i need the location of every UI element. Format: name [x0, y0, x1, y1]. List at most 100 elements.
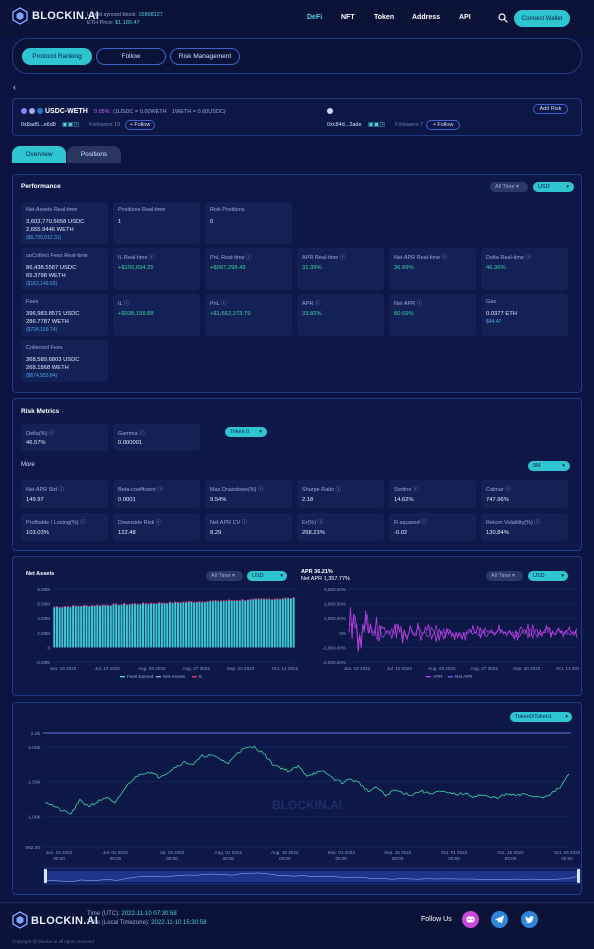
net-assets-bar — [93, 606, 96, 648]
nav-address[interactable]: Address — [412, 14, 441, 21]
metric-value: 33.82% — [302, 311, 322, 317]
tab-protocol-ranking[interactable]: Protocol Ranking — [22, 48, 92, 65]
period-dropdown[interactable]: 9M ▾ — [528, 461, 570, 471]
net-assets-bar — [220, 601, 222, 648]
x-tick-label: Jun. 22 2022 — [46, 850, 73, 855]
metric-label: APR ⓘ — [302, 301, 321, 307]
tab-risk-management[interactable]: Risk Management — [170, 48, 240, 65]
copy-icon[interactable]: ▣▣◳ — [368, 122, 386, 128]
add-risk-button[interactable]: Add Risk — [533, 104, 568, 114]
il-bar — [268, 598, 271, 600]
x-tick-label: Aug. 03 2022 — [428, 666, 456, 671]
y-tick-label: 562.30 — [25, 845, 40, 851]
token-dropdown[interactable]: Token 0 ▾ — [225, 427, 267, 437]
il-bar — [265, 598, 268, 600]
metric-usd-value: ($6,720,012.31) — [26, 235, 62, 241]
time-range-dropdown[interactable]: All Time ▾ — [490, 182, 528, 192]
twitter-icon[interactable] — [521, 911, 538, 928]
il-bar — [155, 603, 158, 605]
il-bar — [179, 602, 182, 604]
net-assets-bar — [53, 607, 56, 648]
il-bar — [209, 600, 212, 602]
y-tick-label: -1,000.00% — [323, 645, 347, 650]
search-icon[interactable] — [498, 13, 508, 23]
net-assets-bar — [69, 607, 72, 648]
tab-positions[interactable]: Positions — [67, 146, 121, 163]
il-bar — [93, 605, 96, 607]
metric-label: PnL ⓘ — [210, 301, 227, 307]
nav-api[interactable]: API — [459, 14, 471, 21]
tab-follow[interactable]: Follow — [96, 48, 166, 65]
il-bar — [233, 599, 236, 601]
il-bar — [236, 600, 239, 601]
net-assets-bar — [187, 601, 190, 648]
metric-card: PnL Real-time ⓘ +$997,298.49 — [205, 248, 292, 290]
left-unit-dropdown[interactable]: USD ▾ — [247, 571, 287, 581]
net-assets-bar — [193, 602, 196, 648]
tab-overview[interactable]: Overview — [12, 146, 66, 163]
connect-wallet-button[interactable]: Connect Wallet — [514, 10, 570, 27]
il-bar — [206, 600, 209, 602]
metric-value: 36.99% — [394, 265, 414, 271]
apr-line — [348, 607, 578, 652]
legend-swatch — [156, 676, 161, 678]
risk-metric-card: Net APR Std ⓘ 149.97 — [21, 480, 108, 508]
x-tick-time: 00:00 — [448, 856, 460, 861]
net-assets-bar — [139, 604, 142, 648]
copy-icon[interactable]: ▣▣◳ — [62, 122, 80, 128]
metric-value: +$997,298.49 — [210, 265, 246, 271]
net-assets-bar — [201, 602, 204, 648]
nav-nft[interactable]: NFT — [341, 14, 355, 21]
price-line — [44, 745, 570, 815]
risk-metrics-panel: Risk Metrics Delta(%) ⓘ 46.57% Gamma ⓘ 0… — [12, 398, 582, 551]
token-pair-dropdown[interactable]: Token0/Token1 ▾ — [510, 712, 572, 722]
metric-value: +$1,662,273.79 — [210, 311, 251, 317]
il-bar — [160, 602, 163, 604]
risk-metric-card: Calmar ⓘ 747.96% — [481, 480, 568, 508]
risk-metric-value: 9.54% — [210, 497, 227, 503]
net-assets-bar — [166, 603, 169, 648]
delta-card: Delta(%) ⓘ 46.57% — [21, 424, 108, 451]
net-assets-bar — [163, 603, 166, 648]
follow-button-1[interactable]: + Follow — [125, 120, 155, 130]
risk-metric-label: Sortino ⓘ — [394, 487, 419, 493]
logo[interactable]: BLOCKIN.AI — [12, 7, 99, 25]
net-assets-bar — [225, 601, 228, 648]
il-bar — [158, 602, 161, 604]
discord-icon[interactable] — [462, 911, 479, 928]
nav-defi[interactable]: DeFi — [307, 14, 323, 21]
telegram-icon[interactable] — [491, 911, 508, 928]
risk-metric-label: Beta-coefficient ⓘ — [118, 487, 163, 493]
net-assets-bar — [217, 601, 220, 648]
pair-address-2[interactable]: 0xc84d...2ade — [327, 122, 362, 128]
net-assets-bar — [236, 600, 239, 648]
il-bar — [96, 604, 99, 606]
dropdown-value: USD — [252, 573, 264, 579]
net-assets-bar — [115, 604, 118, 648]
nav-token[interactable]: Token — [374, 14, 395, 21]
metric-label: Collected Fees — [26, 345, 63, 351]
left-range-dropdown[interactable]: All Time ▾ — [206, 571, 243, 581]
metric-usd-value: $44.47 — [486, 319, 502, 325]
right-unit-dropdown[interactable]: USD ▾ — [528, 571, 568, 581]
pair-fee: 0.05% — [94, 109, 110, 115]
footer-logo-text: BLOCKIN.AI — [31, 915, 99, 927]
il-bar — [88, 605, 91, 607]
x-tick-time: 00:00 — [279, 856, 291, 861]
back-chevron-icon[interactable]: ‹ — [13, 82, 16, 92]
pair-address-1[interactable]: 0x8ad5...e6d8 — [21, 122, 56, 128]
il-bar — [147, 603, 150, 605]
net-assets-bar — [160, 603, 163, 648]
apr-title: APR 36.21% — [301, 569, 333, 575]
metric-label: IL ⓘ — [118, 301, 130, 307]
x-tick-label: Jul. 10 2022 — [95, 666, 120, 671]
il-bar — [168, 601, 171, 603]
legend-label: Fees Earned — [127, 674, 154, 679]
follow-button-2[interactable]: + Follow — [426, 120, 460, 130]
navigator-handle-right — [577, 869, 580, 883]
net-assets-bar — [279, 599, 282, 648]
currency-dropdown[interactable]: USD ▾ — [533, 182, 574, 192]
y-tick-label: 4.00M — [37, 616, 50, 621]
risk-metric-label: Net APR CV ⓘ — [210, 520, 248, 526]
right-range-dropdown[interactable]: All Time ▾ — [486, 571, 523, 581]
